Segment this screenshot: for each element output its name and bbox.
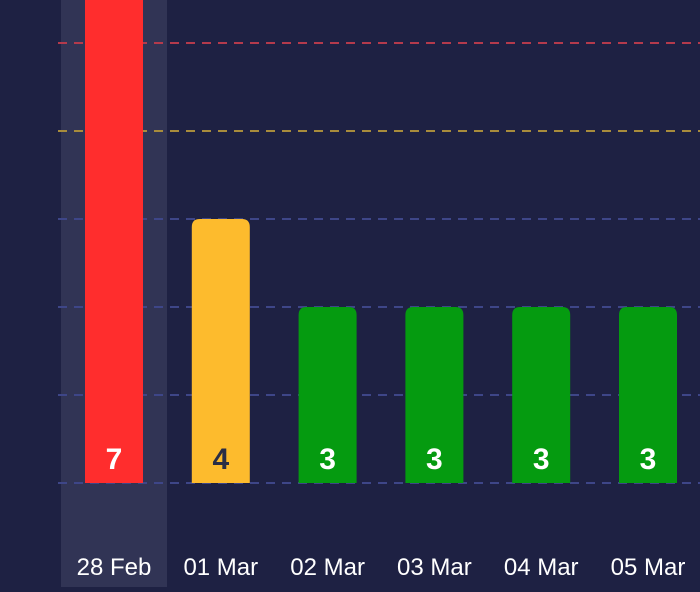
bar-value-label: 3 (533, 443, 550, 476)
bar[interactable] (85, 0, 143, 483)
x-tick-label: 03 Mar (397, 554, 472, 581)
bar[interactable] (405, 307, 464, 483)
bar-value-label: 3 (640, 443, 657, 476)
bar-value-label: 4 (212, 443, 229, 476)
x-tick-label: 05 Mar (611, 554, 686, 581)
bar[interactable] (619, 307, 677, 483)
bar[interactable] (298, 307, 357, 483)
x-tick-label: 02 Mar (290, 554, 365, 581)
bar[interactable] (512, 307, 571, 483)
bar[interactable] (191, 219, 250, 483)
bar-value-label: 7 (106, 443, 123, 476)
bar-value-label: 3 (319, 443, 336, 476)
x-tick-label: 01 Mar (183, 554, 258, 581)
x-tick-label: 28 Feb (77, 554, 152, 581)
bar-value-label: 3 (426, 443, 443, 476)
x-tick-label: 04 Mar (504, 554, 579, 581)
